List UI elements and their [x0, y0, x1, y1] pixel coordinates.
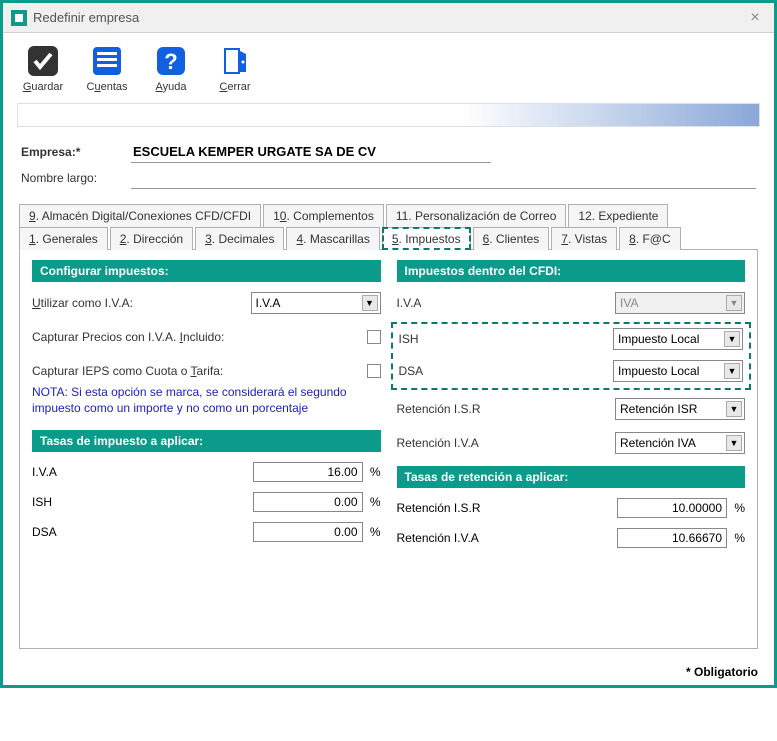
ret-iva-rate-label: Retención I.V.A: [397, 531, 618, 545]
tab-impuestos[interactable]: 5. Impuestos: [382, 227, 471, 250]
cfdi-ish-label: ISH: [399, 332, 614, 346]
capturar-ieps-checkbox[interactable]: [367, 364, 381, 378]
cfdi-dsa-select[interactable]: Impuesto Local ▼: [613, 360, 743, 382]
tab-vistas[interactable]: 7. Vistas: [551, 227, 617, 250]
tab-direccion[interactable]: 2. Dirección: [110, 227, 193, 250]
tab-mascarillas[interactable]: 4. Mascarillas: [286, 227, 379, 250]
ret-isr-rate-label: Retención I.S.R: [397, 501, 618, 515]
configurar-head: Configurar impuestos:: [32, 260, 381, 282]
empresa-label: Empresa:*: [21, 145, 131, 159]
cfdi-iva-select: IVA ▼: [615, 292, 745, 314]
cfdi-retiva-select[interactable]: Retención IVA ▼: [615, 432, 745, 454]
percent-label: %: [363, 495, 381, 509]
cfdi-iva-value: IVA: [620, 296, 638, 310]
rate-iva-label: I.V.A: [32, 465, 253, 479]
capturar-ieps-label: Capturar IEPS como Cuota o Tarifa:: [32, 364, 367, 378]
svg-text:?: ?: [164, 49, 177, 74]
rate-dsa-label: DSA: [32, 525, 253, 539]
list-icon: [89, 43, 125, 79]
cfdi-dsa-label: DSA: [399, 364, 614, 378]
tasas-retencion-head: Tasas de retención a aplicar:: [397, 466, 746, 488]
utilizar-iva-value: I.V.A: [256, 296, 281, 310]
tabs: 9. Almacén Digital/Conexiones CFD/CFDI 1…: [3, 203, 774, 249]
help-button[interactable]: ? Ayuda: [145, 43, 197, 93]
tab-almacen[interactable]: 9. Almacén Digital/Conexiones CFD/CFDI: [19, 204, 261, 227]
checkmark-icon: [25, 43, 61, 79]
close-button[interactable]: Cerrar: [209, 43, 261, 93]
capturar-precios-checkbox[interactable]: [367, 330, 381, 344]
window-title: Redefinir empresa: [33, 10, 139, 25]
percent-label: %: [363, 525, 381, 539]
accounts-button[interactable]: Cuentas: [81, 43, 133, 93]
chevron-down-icon: ▼: [726, 401, 742, 417]
toolbar: Guardar Cuentas ? Ayuda Cerrar: [3, 33, 774, 99]
nombre-largo-label: Nombre largo:: [21, 171, 131, 185]
cfdi-head: Impuestos dentro del CFDI:: [397, 260, 746, 282]
percent-label: %: [363, 465, 381, 479]
cfdi-retiva-value: Retención IVA: [620, 436, 696, 450]
capturar-precios-label: Capturar Precios con I.V.A. Incluido:: [32, 330, 367, 344]
tab-expediente[interactable]: 12. Expediente: [568, 204, 668, 227]
left-column: Configurar impuestos: Utilizar como I.V.…: [32, 260, 381, 630]
footer-required: * Obligatorio: [3, 661, 774, 685]
close-label: Cerrar: [219, 81, 250, 93]
cfdi-iva-label: I.V.A: [397, 296, 616, 310]
cfdi-retisr-label: Retención I.S.R: [397, 402, 616, 416]
nota-text: NOTA: Si esta opción se marca, se consid…: [32, 384, 381, 416]
help-label: Ayuda: [156, 81, 187, 93]
help-icon: ?: [153, 43, 189, 79]
tab-generales[interactable]: 1. Generales: [19, 227, 108, 250]
rate-iva-input[interactable]: [253, 462, 363, 482]
ret-iva-rate-input[interactable]: [617, 528, 727, 548]
cfdi-dsa-value: Impuesto Local: [618, 364, 699, 378]
empresa-field[interactable]: [131, 141, 491, 163]
save-label: Guardar: [23, 81, 63, 93]
gradient-bar: [17, 103, 760, 127]
percent-label: %: [727, 501, 745, 515]
close-icon[interactable]: ×: [746, 9, 764, 27]
chevron-down-icon: ▼: [724, 363, 740, 379]
window: Redefinir empresa × Guardar Cuentas ? Ay…: [0, 0, 777, 688]
chevron-down-icon: ▼: [724, 331, 740, 347]
titlebar: Redefinir empresa ×: [3, 3, 774, 33]
form-header: Empresa:* Nombre largo:: [3, 135, 774, 203]
tab-complementos[interactable]: 10. Complementos: [263, 204, 384, 227]
cfdi-retisr-value: Retención ISR: [620, 402, 697, 416]
tab-correo[interactable]: 11. Personalización de Correo: [386, 204, 567, 227]
tasas-impuesto-head: Tasas de impuesto a aplicar:: [32, 430, 381, 452]
chevron-down-icon: ▼: [726, 435, 742, 451]
ret-isr-rate-input[interactable]: [617, 498, 727, 518]
cfdi-ish-select[interactable]: Impuesto Local ▼: [613, 328, 743, 350]
app-icon: [11, 10, 27, 26]
percent-label: %: [727, 531, 745, 545]
rate-ish-input[interactable]: [253, 492, 363, 512]
utilizar-iva-label: Utilizar como I.V.A:: [32, 296, 251, 310]
rate-ish-label: ISH: [32, 495, 253, 509]
highlight-ish-dsa: ISH Impuesto Local ▼ DSA Impuesto Local …: [391, 322, 752, 390]
chevron-down-icon: ▼: [362, 295, 378, 311]
save-button[interactable]: Guardar: [17, 43, 69, 93]
chevron-down-icon: ▼: [726, 295, 742, 311]
tab-fac[interactable]: 8. F@C: [619, 227, 681, 250]
rate-dsa-input[interactable]: [253, 522, 363, 542]
cfdi-retisr-select[interactable]: Retención ISR ▼: [615, 398, 745, 420]
nombre-largo-field[interactable]: [131, 167, 756, 189]
right-column: Impuestos dentro del CFDI: I.V.A IVA ▼ I…: [397, 260, 746, 630]
accounts-label: Cuentas: [87, 81, 128, 93]
cfdi-retiva-label: Retención I.V.A: [397, 436, 616, 450]
utilizar-iva-select[interactable]: I.V.A ▼: [251, 292, 381, 314]
tab-clientes[interactable]: 6. Clientes: [473, 227, 550, 250]
tab-panel: Configurar impuestos: Utilizar como I.V.…: [19, 249, 758, 649]
door-icon: [217, 43, 253, 79]
tab-decimales[interactable]: 3. Decimales: [195, 227, 284, 250]
cfdi-ish-value: Impuesto Local: [618, 332, 699, 346]
